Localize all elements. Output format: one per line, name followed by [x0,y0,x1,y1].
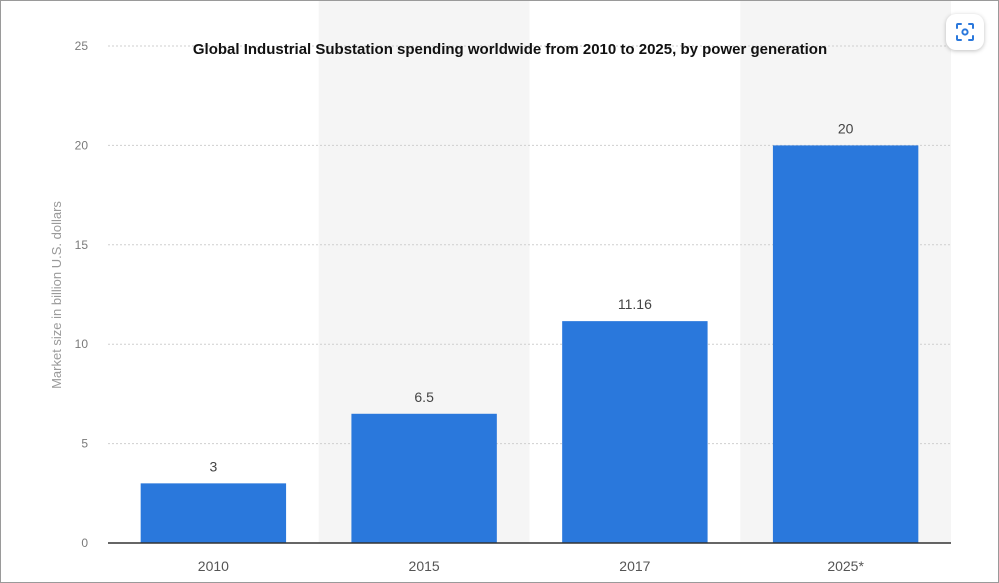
bars [140,145,919,543]
data-label: 20 [838,120,854,136]
y-tick-label: 15 [75,238,89,252]
chart-title: Global Industrial Substation spending wo… [193,41,827,58]
x-tick-label: 2010 [198,558,229,574]
data-labels: 3 6.5 11.16 20 [209,120,853,474]
data-label: 3 [209,458,217,474]
x-tick-labels: 2010 2015 2017 2025* [198,558,865,574]
data-label: 11.16 [618,296,652,312]
y-tick-label: 25 [75,39,89,53]
y-tick-label: 20 [75,138,89,152]
x-tick-label: 2015 [409,558,440,574]
y-tick-label: 10 [75,337,89,351]
gridlines [108,45,951,445]
y-tick-label: 0 [81,536,88,550]
y-tick-label: 5 [81,437,88,451]
bar [772,145,919,543]
y-axis-title: Market size in billion U.S. dollars [49,201,64,389]
screenshot-scan-icon [956,23,974,41]
y-tick-labels: 0 5 10 15 20 25 [75,39,89,550]
x-tick-label: 2025* [827,558,864,574]
bar [351,413,497,543]
bar [140,483,287,543]
x-tick-label: 2017 [619,558,650,574]
bar [562,321,708,543]
data-label: 6.5 [414,389,434,405]
screenshot-button[interactable] [946,14,984,50]
